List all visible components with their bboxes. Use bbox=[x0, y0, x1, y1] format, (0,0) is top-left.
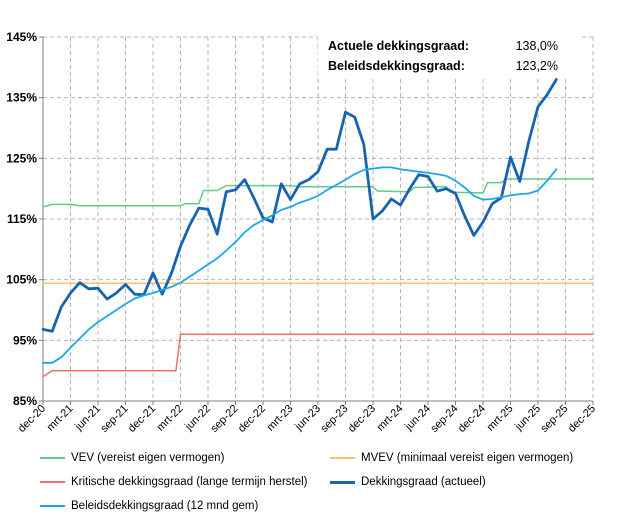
legend-swatch-vev bbox=[40, 457, 65, 459]
x-tick-label: mrt-25 bbox=[485, 403, 516, 434]
x-tick-label: dec-22 bbox=[236, 403, 268, 435]
x-tick-label: dec-25 bbox=[566, 403, 598, 435]
legend-item-dekkingsgraad: Dekkingsgraad (actueel) bbox=[330, 476, 486, 488]
legend-label-kritische: Kritische dekkingsgraad (lange termijn h… bbox=[71, 476, 308, 488]
y-tick-label: 115% bbox=[7, 212, 37, 226]
x-axis-tick-labels: dec-20mrt-21jun-21sep-21dec-21mrt-22jun-… bbox=[16, 403, 598, 435]
legend-item-beleids: Beleidsdekkingsgraad (12 mnd gem) bbox=[40, 500, 258, 512]
x-tick-label: sep-24 bbox=[428, 403, 460, 435]
series-line-4 bbox=[42, 166, 558, 364]
y-tick-label: 125% bbox=[6, 151, 37, 165]
y-axis-tick-labels: 85% 95% 105% 115% 125% 135% 145% bbox=[6, 30, 37, 408]
x-tick-label: dec-24 bbox=[456, 403, 488, 435]
x-tick-label: dec-23 bbox=[346, 403, 378, 435]
legend-swatch-beleids bbox=[40, 505, 65, 507]
legend-swatch-dekkingsgraad bbox=[330, 480, 355, 484]
legend-label-beleids: Beleidsdekkingsgraad (12 mnd gem) bbox=[71, 500, 259, 512]
legend-label-vev: VEV (vereist eigen vermogen) bbox=[71, 452, 225, 464]
annotation-label-actuele: Actuele dekkingsgraad: bbox=[328, 39, 469, 53]
series-line-2 bbox=[42, 333, 594, 378]
x-tick-label: sep-22 bbox=[208, 403, 240, 435]
line-chart: 85% 95% 105% 115% 125% 135% 145% dec-20mrt-21j… bbox=[6, 30, 598, 435]
annotation-background bbox=[318, 32, 580, 78]
series-line-3 bbox=[41, 78, 558, 333]
legend-swatch-kritische bbox=[40, 481, 65, 483]
y-tick-label: 135% bbox=[6, 91, 37, 105]
x-tick-label: dec-21 bbox=[126, 403, 158, 435]
y-tick-label: 105% bbox=[6, 273, 37, 287]
annotation-value-actuele: 138,0% bbox=[516, 39, 558, 53]
x-tick-label: mrt-21 bbox=[45, 403, 76, 434]
x-tick-label: jun-25 bbox=[512, 403, 543, 434]
y-tick-label: 145% bbox=[6, 30, 37, 44]
x-tick-label: mrt-23 bbox=[265, 403, 296, 434]
x-tick-label: sep-23 bbox=[318, 403, 350, 435]
y-tick-label: 85% bbox=[13, 394, 37, 408]
x-tick-label: jun-21 bbox=[72, 403, 103, 434]
legend-swatch-mvev bbox=[330, 457, 355, 459]
chart-legend: VEV (vereist eigen vermogen) MVEV (minim… bbox=[0, 446, 639, 522]
x-tick-label: mrt-24 bbox=[375, 403, 406, 434]
gridlines bbox=[43, 36, 594, 401]
legend-label-mvev: MVEV (minimaal vereist eigen vermogen) bbox=[361, 452, 574, 464]
x-tick-label: jun-24 bbox=[402, 403, 433, 434]
legend-label-dekkingsgraad: Dekkingsgraad (actueel) bbox=[361, 476, 486, 488]
annotation-label-beleids: Beleidsdekkingsgraad: bbox=[328, 59, 465, 73]
annotation-value-beleids: 123,2% bbox=[516, 59, 558, 73]
series-line-0 bbox=[42, 178, 594, 208]
series-lines bbox=[41, 78, 594, 378]
x-tick-label: jun-22 bbox=[182, 403, 213, 434]
legend-item-vev: VEV (vereist eigen vermogen) bbox=[40, 452, 224, 464]
annotation-box: Actuele dekkingsgraad: 138,0% Beleidsdek… bbox=[318, 32, 580, 78]
x-tick-label: mrt-22 bbox=[155, 403, 186, 434]
legend-item-mvev: MVEV (minimaal vereist eigen vermogen) bbox=[330, 452, 573, 464]
axes bbox=[39, 36, 594, 405]
y-tick-label: 95% bbox=[13, 333, 37, 347]
x-tick-label: jun-23 bbox=[292, 403, 323, 434]
x-tick-label: sep-25 bbox=[538, 403, 570, 435]
legend-item-kritische: Kritische dekkingsgraad (lange termijn h… bbox=[40, 476, 308, 488]
x-tick-label: sep-21 bbox=[98, 403, 130, 435]
